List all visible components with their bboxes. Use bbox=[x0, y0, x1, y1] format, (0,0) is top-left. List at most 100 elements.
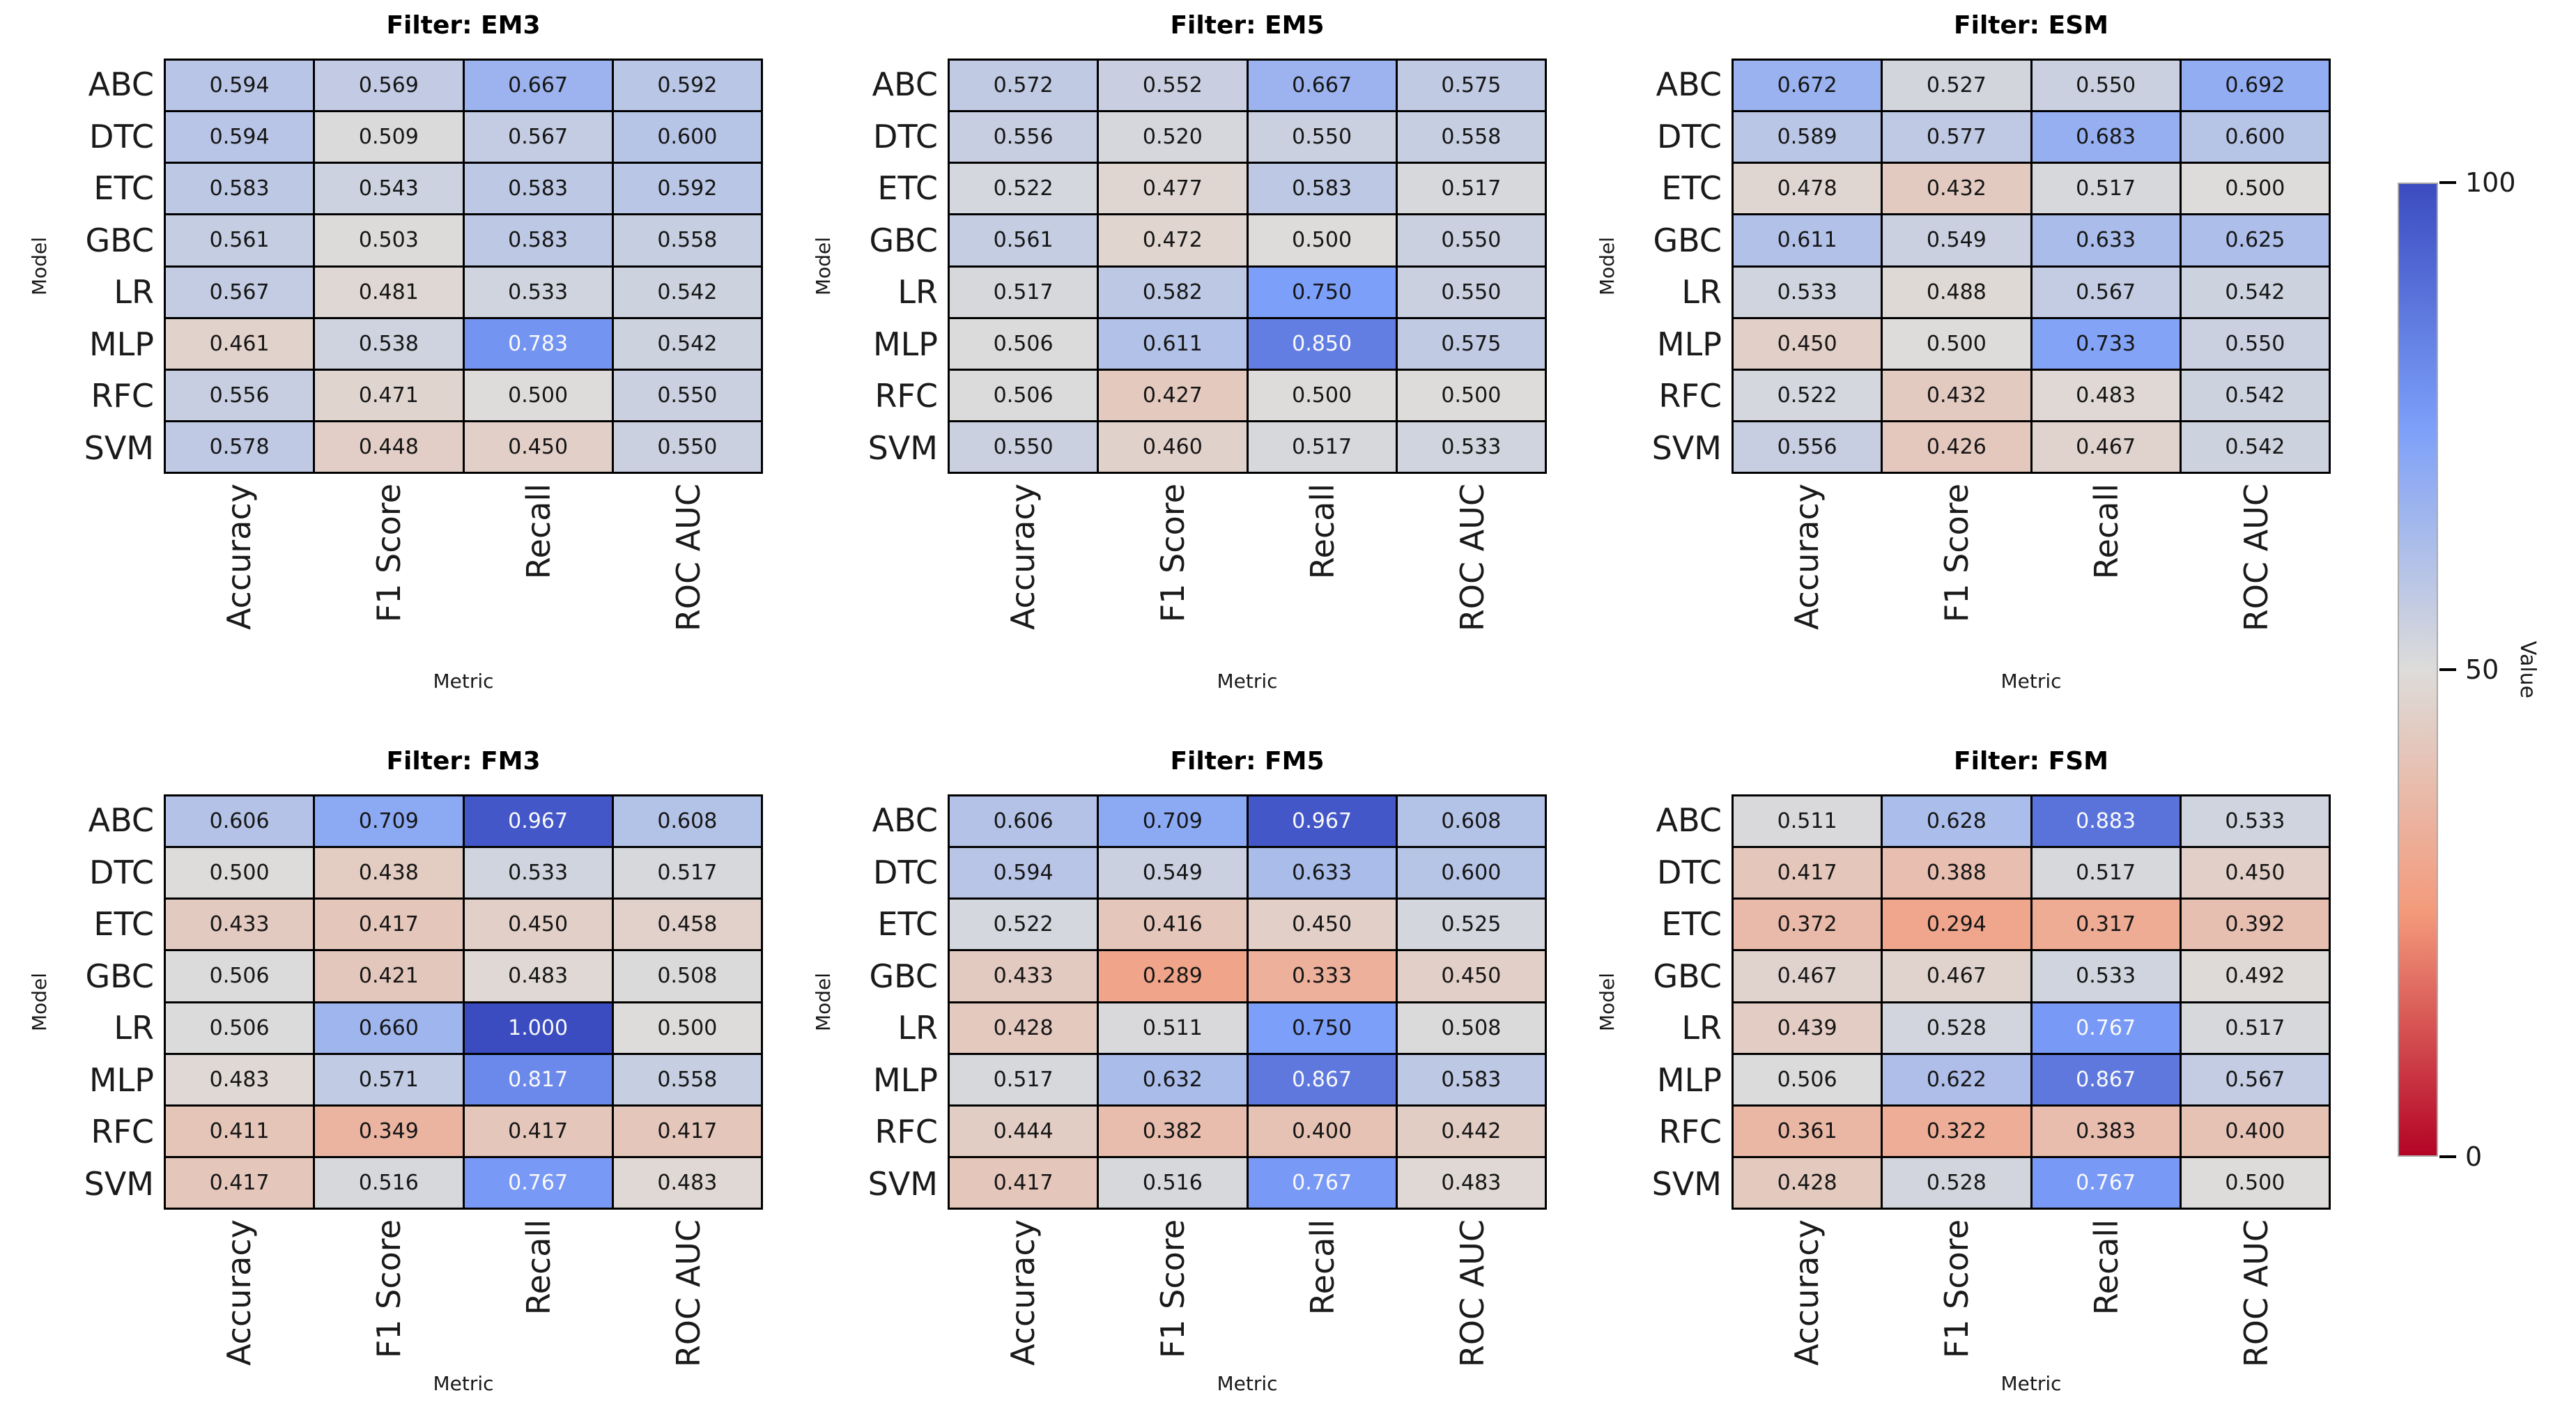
heatmap-cell: 0.528 bbox=[1883, 1003, 2030, 1053]
heatmap-cell: 0.550 bbox=[1397, 267, 1545, 317]
heatmap-cell: 0.606 bbox=[166, 796, 314, 847]
y-axis-label: Model bbox=[1596, 236, 1619, 296]
heatmap-cell: 0.606 bbox=[950, 796, 1097, 847]
heatmap-cell: 0.578 bbox=[166, 422, 314, 472]
heatmap-cell: 0.542 bbox=[2181, 422, 2329, 472]
heatmap-cell: 0.611 bbox=[1099, 318, 1247, 369]
y-tick-label: ABC bbox=[1656, 801, 1722, 840]
heatmap-cell: 0.503 bbox=[315, 215, 463, 265]
x-tick-label: Recall bbox=[1303, 1219, 1341, 1316]
heatmap-cell: 0.632 bbox=[1099, 1054, 1247, 1104]
y-tick-label: DTC bbox=[1657, 117, 1722, 155]
heatmap-cell: 0.467 bbox=[2032, 422, 2180, 472]
x-tick-label: Accuracy bbox=[219, 484, 258, 631]
heatmap-cell: 0.600 bbox=[1397, 848, 1545, 898]
heatmap-cell: 0.600 bbox=[613, 112, 761, 162]
heatmap-cell: 0.426 bbox=[1883, 422, 2030, 472]
heatmap-cell: 0.417 bbox=[464, 1106, 612, 1156]
heatmap-cell: 0.433 bbox=[950, 951, 1097, 1001]
heatmap-cell: 0.550 bbox=[1397, 215, 1545, 265]
heatmap-cell: 0.428 bbox=[950, 1003, 1097, 1053]
heatmap-cell: 0.500 bbox=[2181, 164, 2329, 214]
x-tick-label: Recall bbox=[519, 484, 557, 580]
heatmap-cell: 0.767 bbox=[1248, 1157, 1396, 1208]
y-tick-label: DTC bbox=[89, 117, 154, 155]
x-tick-label: Recall bbox=[2087, 1219, 2125, 1316]
colorbar-axis-label: Value bbox=[2515, 640, 2540, 699]
colorbar-tick-label-50: 50 bbox=[2465, 654, 2499, 685]
heatmap-cell: 0.577 bbox=[1883, 112, 2030, 162]
y-axis-label: Model bbox=[28, 236, 51, 296]
heatmap-cell: 0.594 bbox=[950, 848, 1097, 898]
x-tick-label: Accuracy bbox=[1787, 484, 1826, 631]
y-tick-label: MLP bbox=[1656, 325, 1722, 363]
colorbar-gradient bbox=[2398, 183, 2438, 1157]
heatmap-cell: 0.561 bbox=[950, 215, 1097, 265]
y-tick-label: GBC bbox=[869, 221, 938, 259]
y-tick-label: ABC bbox=[88, 801, 154, 840]
heatmap-cell: 0.783 bbox=[464, 318, 612, 369]
heatmap-cell: 0.525 bbox=[1397, 900, 1545, 950]
heatmap-cell: 0.471 bbox=[315, 370, 463, 420]
y-tick-label: DTC bbox=[873, 853, 938, 891]
panel-title-filter-esm: Filter: ESM bbox=[1954, 11, 2108, 40]
heatmap-cell: 0.511 bbox=[1099, 1003, 1247, 1053]
heatmap-cell: 0.317 bbox=[2032, 900, 2180, 950]
heatmap-cell: 0.572 bbox=[950, 61, 1097, 111]
heatmap-cell: 0.709 bbox=[315, 796, 463, 847]
heatmap-cell: 0.509 bbox=[315, 112, 463, 162]
heatmap-grid-filter-fsm: 0.511 0.628 0.883 0.533 0.417 0.388 0.517 0.450… bbox=[1732, 794, 2331, 1210]
y-tick-label: SVM bbox=[84, 429, 154, 467]
y-tick-label: MLP bbox=[872, 1061, 938, 1099]
heatmap-cell: 0.500 bbox=[1248, 215, 1396, 265]
heatmap-cell: 0.417 bbox=[950, 1157, 1097, 1208]
heatmap-cell: 0.556 bbox=[1734, 422, 1881, 472]
x-tick-label: Recall bbox=[2087, 484, 2125, 580]
y-tick-label: DTC bbox=[89, 853, 154, 891]
y-tick-label: RFC bbox=[1658, 1113, 1722, 1151]
heatmap-cell: 0.542 bbox=[613, 318, 761, 369]
heatmap-cell: 0.867 bbox=[1248, 1054, 1396, 1104]
heatmap-cell: 0.583 bbox=[464, 215, 612, 265]
heatmap-cell: 0.533 bbox=[464, 848, 612, 898]
y-tick-label: GBC bbox=[869, 957, 938, 995]
heatmap-cell: 0.438 bbox=[315, 848, 463, 898]
heatmap-cell: 0.432 bbox=[1883, 164, 2030, 214]
heatmap-cell: 0.417 bbox=[1734, 848, 1881, 898]
heatmap-cell: 0.567 bbox=[464, 112, 612, 162]
x-tick-label: ROC AUC bbox=[1453, 1219, 1491, 1368]
heatmap-cell: 0.516 bbox=[1099, 1157, 1247, 1208]
heatmap-cell: 0.433 bbox=[166, 900, 314, 950]
heatmap-cell: 0.481 bbox=[315, 267, 463, 317]
y-tick-label: RFC bbox=[874, 1113, 938, 1151]
heatmap-cell: 0.458 bbox=[613, 900, 761, 950]
heatmap-cell: 0.522 bbox=[1734, 370, 1881, 420]
heatmap-cell: 0.450 bbox=[1397, 951, 1545, 1001]
heatmap-cell: 0.550 bbox=[2181, 318, 2329, 369]
x-tick-label: F1 Score bbox=[1153, 1219, 1191, 1359]
heatmap-cell: 0.417 bbox=[613, 1106, 761, 1156]
y-tick-label: MLP bbox=[1656, 1061, 1722, 1099]
y-tick-label: GBC bbox=[85, 221, 154, 259]
x-axis-label: Metric bbox=[433, 670, 494, 693]
heatmap-cell: 0.850 bbox=[1248, 318, 1396, 369]
y-tick-label: ETC bbox=[877, 905, 938, 943]
colorbar-tick-mark bbox=[2439, 181, 2456, 184]
heatmap-cell: 0.556 bbox=[950, 112, 1097, 162]
heatmap-cell: 0.417 bbox=[166, 1157, 314, 1208]
heatmap-cell: 0.522 bbox=[950, 164, 1097, 214]
heatmap-cell: 0.500 bbox=[1248, 370, 1396, 420]
heatmap-cell: 0.439 bbox=[1734, 1003, 1881, 1053]
heatmap-cell: 0.382 bbox=[1099, 1106, 1247, 1156]
heatmap-cell: 0.349 bbox=[315, 1106, 463, 1156]
y-tick-label: LR bbox=[1681, 273, 1722, 311]
colorbar-tick-label-100: 100 bbox=[2465, 167, 2516, 198]
heatmap-cell: 0.483 bbox=[166, 1054, 314, 1104]
heatmap-cell: 0.450 bbox=[464, 900, 612, 950]
heatmap-cell: 0.556 bbox=[166, 370, 314, 420]
heatmap-cell: 0.542 bbox=[2181, 267, 2329, 317]
heatmap-grid-filter-esm: 0.672 0.527 0.550 0.692 0.589 0.577 0.683 0.600… bbox=[1732, 59, 2331, 474]
heatmap-cell: 0.511 bbox=[1734, 796, 1881, 847]
heatmap-cell: 0.583 bbox=[1248, 164, 1396, 214]
